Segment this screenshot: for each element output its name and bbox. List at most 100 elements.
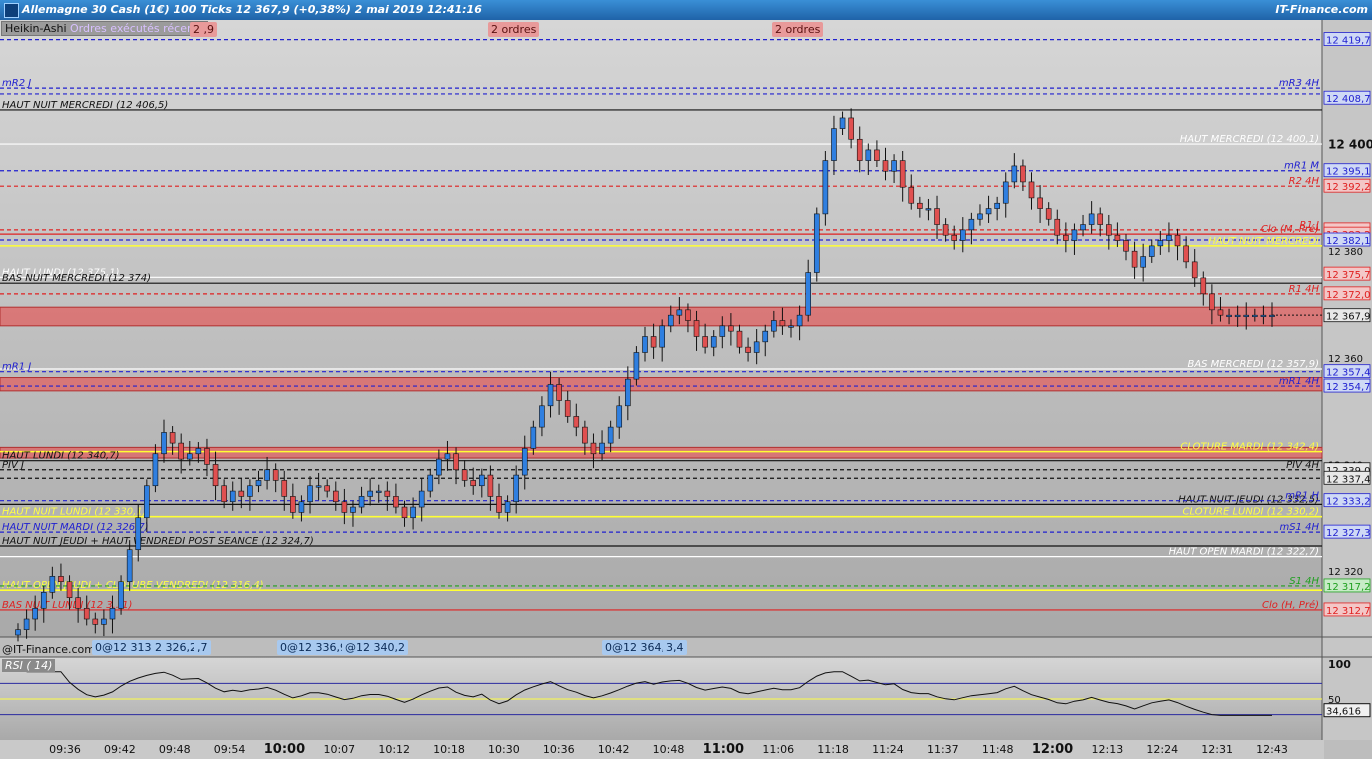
candle-body: [848, 117, 854, 140]
level-label-right: mR1 M: [1284, 161, 1319, 172]
time-tick-label: 12:24: [1146, 743, 1179, 756]
candle-body: [805, 272, 811, 316]
candle-body: [710, 336, 717, 348]
candle-body: [702, 336, 708, 348]
candle-body: [599, 442, 605, 455]
candle-body: [178, 442, 184, 460]
candle-body: [796, 314, 803, 327]
candle-body: [384, 490, 391, 497]
candle-body: [298, 501, 305, 513]
order-badge[interactable]: 2 326,2: [152, 640, 200, 655]
time-tick-label: 11:24: [872, 743, 904, 756]
candle-body: [977, 213, 983, 220]
time-tick-label: 10:07: [323, 743, 356, 756]
candle-body: [229, 490, 236, 503]
candle-body: [1088, 213, 1095, 225]
price-tag-label: 12 395,1: [1326, 167, 1371, 178]
time-tick-label: 12:00: [1031, 742, 1074, 757]
candle-body: [779, 320, 786, 327]
candle-body: [951, 234, 958, 241]
price-tag-label: 12 337,4: [1326, 474, 1371, 485]
time-tick-label: 10:36: [542, 743, 575, 756]
level-label-right: PIV 4H: [1286, 460, 1319, 471]
candle-body: [1140, 256, 1146, 268]
level-label-left: HAUT NUIT MARDI (12 326,7): [2, 522, 149, 533]
order-badge[interactable]: 2 ,9: [190, 22, 217, 37]
time-tick-label: 12:43: [1256, 743, 1288, 756]
candle-body: [144, 485, 150, 519]
rsi-line: [26, 671, 1272, 716]
candle-body: [822, 160, 829, 215]
price-tag: [1323, 266, 1371, 281]
candle-body: [487, 474, 494, 497]
order-badge[interactable]: 0@12 364,4: [602, 640, 675, 655]
level-label-left: BAS NUIT LUNDI (12 3..,1): [2, 600, 132, 611]
level-label-right: R2 4H: [1289, 176, 1320, 187]
candle-body: [281, 480, 288, 497]
time-tick-label: 11:18: [817, 743, 849, 756]
level-label-right: BAS MERCREDI (12 357,9): [1187, 359, 1319, 370]
price-tag: [1323, 578, 1371, 593]
candle-body: [427, 474, 434, 492]
candle-body: [521, 448, 528, 476]
copyright-label: @IT-Finance.com: [2, 643, 95, 656]
candle-body: [118, 581, 124, 609]
candle-body: [92, 618, 99, 625]
candle-body: [685, 309, 691, 321]
level-label-right: mR3 4H: [1279, 78, 1320, 89]
price-tag: [1323, 493, 1371, 508]
candle-body: [444, 453, 451, 460]
price-tag-label: 12 372,0: [1326, 290, 1371, 301]
order-badge[interactable]: 2 ordres: [488, 22, 540, 37]
time-tick-label: 11:00: [702, 742, 745, 757]
candle-body: [693, 320, 700, 337]
level-label-left: mR2 J: [2, 78, 31, 89]
candle-body: [161, 432, 167, 455]
level-label-right: CLOTURE MARDI (12 342,4): [1180, 442, 1319, 453]
candle-body: [839, 117, 846, 129]
candle-body: [908, 186, 915, 204]
candle-body: [959, 229, 966, 241]
order-badge[interactable]: 0@12 336,9: [277, 640, 350, 655]
rsi-value-tag: [1323, 703, 1371, 718]
candle-body: [1045, 208, 1052, 220]
level-label-right: HAUT OPEN MARDI (12 322,7): [1169, 547, 1319, 558]
indicator-label[interactable]: Heikin-Ashi Ordres exécutés récents: [1, 21, 208, 36]
time-tick-label: 12:13: [1091, 743, 1124, 756]
order-badge[interactable]: 3,4: [663, 640, 687, 655]
candle-body: [1183, 245, 1189, 263]
candle-body: [642, 336, 648, 353]
candle-body: [1174, 234, 1181, 247]
candle-body: [856, 138, 863, 161]
level-label-right: Clo (M, Pré): [1261, 223, 1319, 235]
price-chart[interactable]: mR2 J mR3 4H HAUT NUIT MERCREDI (12 406,5)…: [0, 20, 1372, 740]
order-badge[interactable]: @12 340,2: [342, 640, 408, 655]
candle-body: [496, 496, 502, 513]
candle-body: [1054, 218, 1061, 236]
order-badge[interactable]: ,7: [194, 640, 211, 655]
candle-body: [1106, 224, 1112, 236]
candle-body: [83, 608, 90, 620]
price-tag: [1323, 602, 1371, 617]
price-tag: [1323, 90, 1371, 105]
order-badge[interactable]: 2 ordres: [772, 22, 824, 37]
time-tick-label: 11:37: [926, 743, 959, 756]
time-tick-label: 09:42: [104, 743, 136, 756]
price-tag-label: 12 312,7: [1326, 606, 1371, 617]
candle-body: [401, 506, 408, 519]
candle-body: [367, 490, 373, 497]
level-label-left: HAUT LUNDI (12 340,7): [2, 451, 120, 462]
candle-body: [1243, 314, 1250, 317]
candle-body: [436, 458, 442, 476]
candle-body: [625, 378, 631, 407]
heikin-ashi-label: Heikin-Ashi: [5, 22, 67, 35]
app-logo-icon: [4, 3, 19, 18]
price-tag: [1323, 178, 1371, 193]
price-tag-label: 12 327,3: [1326, 528, 1371, 539]
price-tag-label: 12 375,7: [1326, 270, 1371, 281]
time-tick-label: 11:48: [981, 743, 1014, 756]
candle-body: [221, 485, 227, 503]
candle-body: [985, 208, 992, 215]
order-badge[interactable]: 0@12 313,7: [92, 640, 165, 655]
candle-body: [410, 506, 416, 519]
